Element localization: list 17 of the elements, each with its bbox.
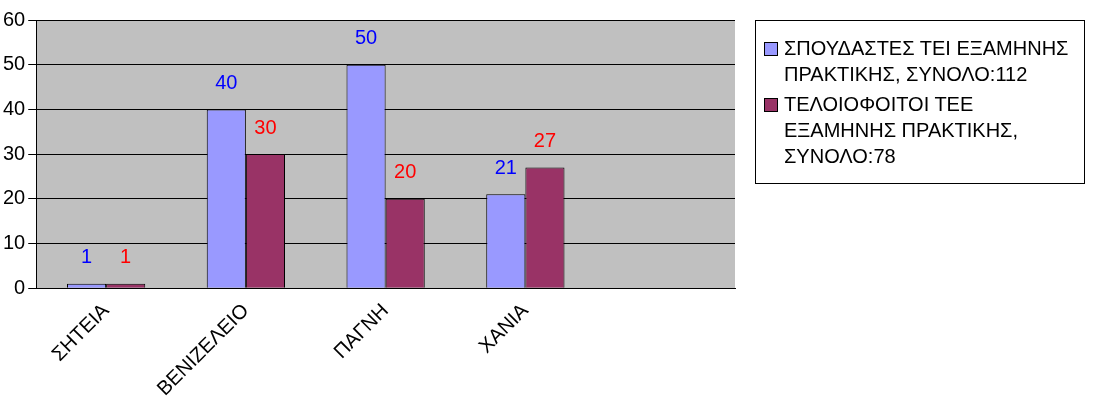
y-tick-label: 0 [14,275,26,298]
data-label: 21 [494,155,517,178]
data-label: 1 [120,245,132,268]
y-tick-label: 50 [3,52,26,75]
y-tick-label: 60 [3,7,26,30]
data-label: 40 [215,70,238,93]
data-label: 1 [80,245,93,268]
legend-label: ΣΠΟΥΔΑΣΤΕΣ ΤΕΙ ΕΞΑΜΗΝΗΣ ΠΡΑΚΤΙΚΗΣ, ΣΥΝΟΛΟ:112 [784,36,1070,87]
y-tick-label: 20 [3,186,26,209]
data-label: 20 [394,160,417,183]
data-label: 50 [354,26,378,49]
y-tick-label: 10 [3,230,26,253]
y-tick-label: 40 [3,96,26,119]
legend-label: ΤΕΛΟΙΟΦΟΙΤΟΙ ΤΕΕ ΕΞΑΜΗΝΗΣ ΠΡΑΚΤΙΚΗΣ, ΣΥΝΟΛΟ:78 [784,92,1020,169]
data-label: 27 [533,128,557,151]
data-label: 30 [254,115,277,138]
y-tick-label: 30 [3,141,26,164]
